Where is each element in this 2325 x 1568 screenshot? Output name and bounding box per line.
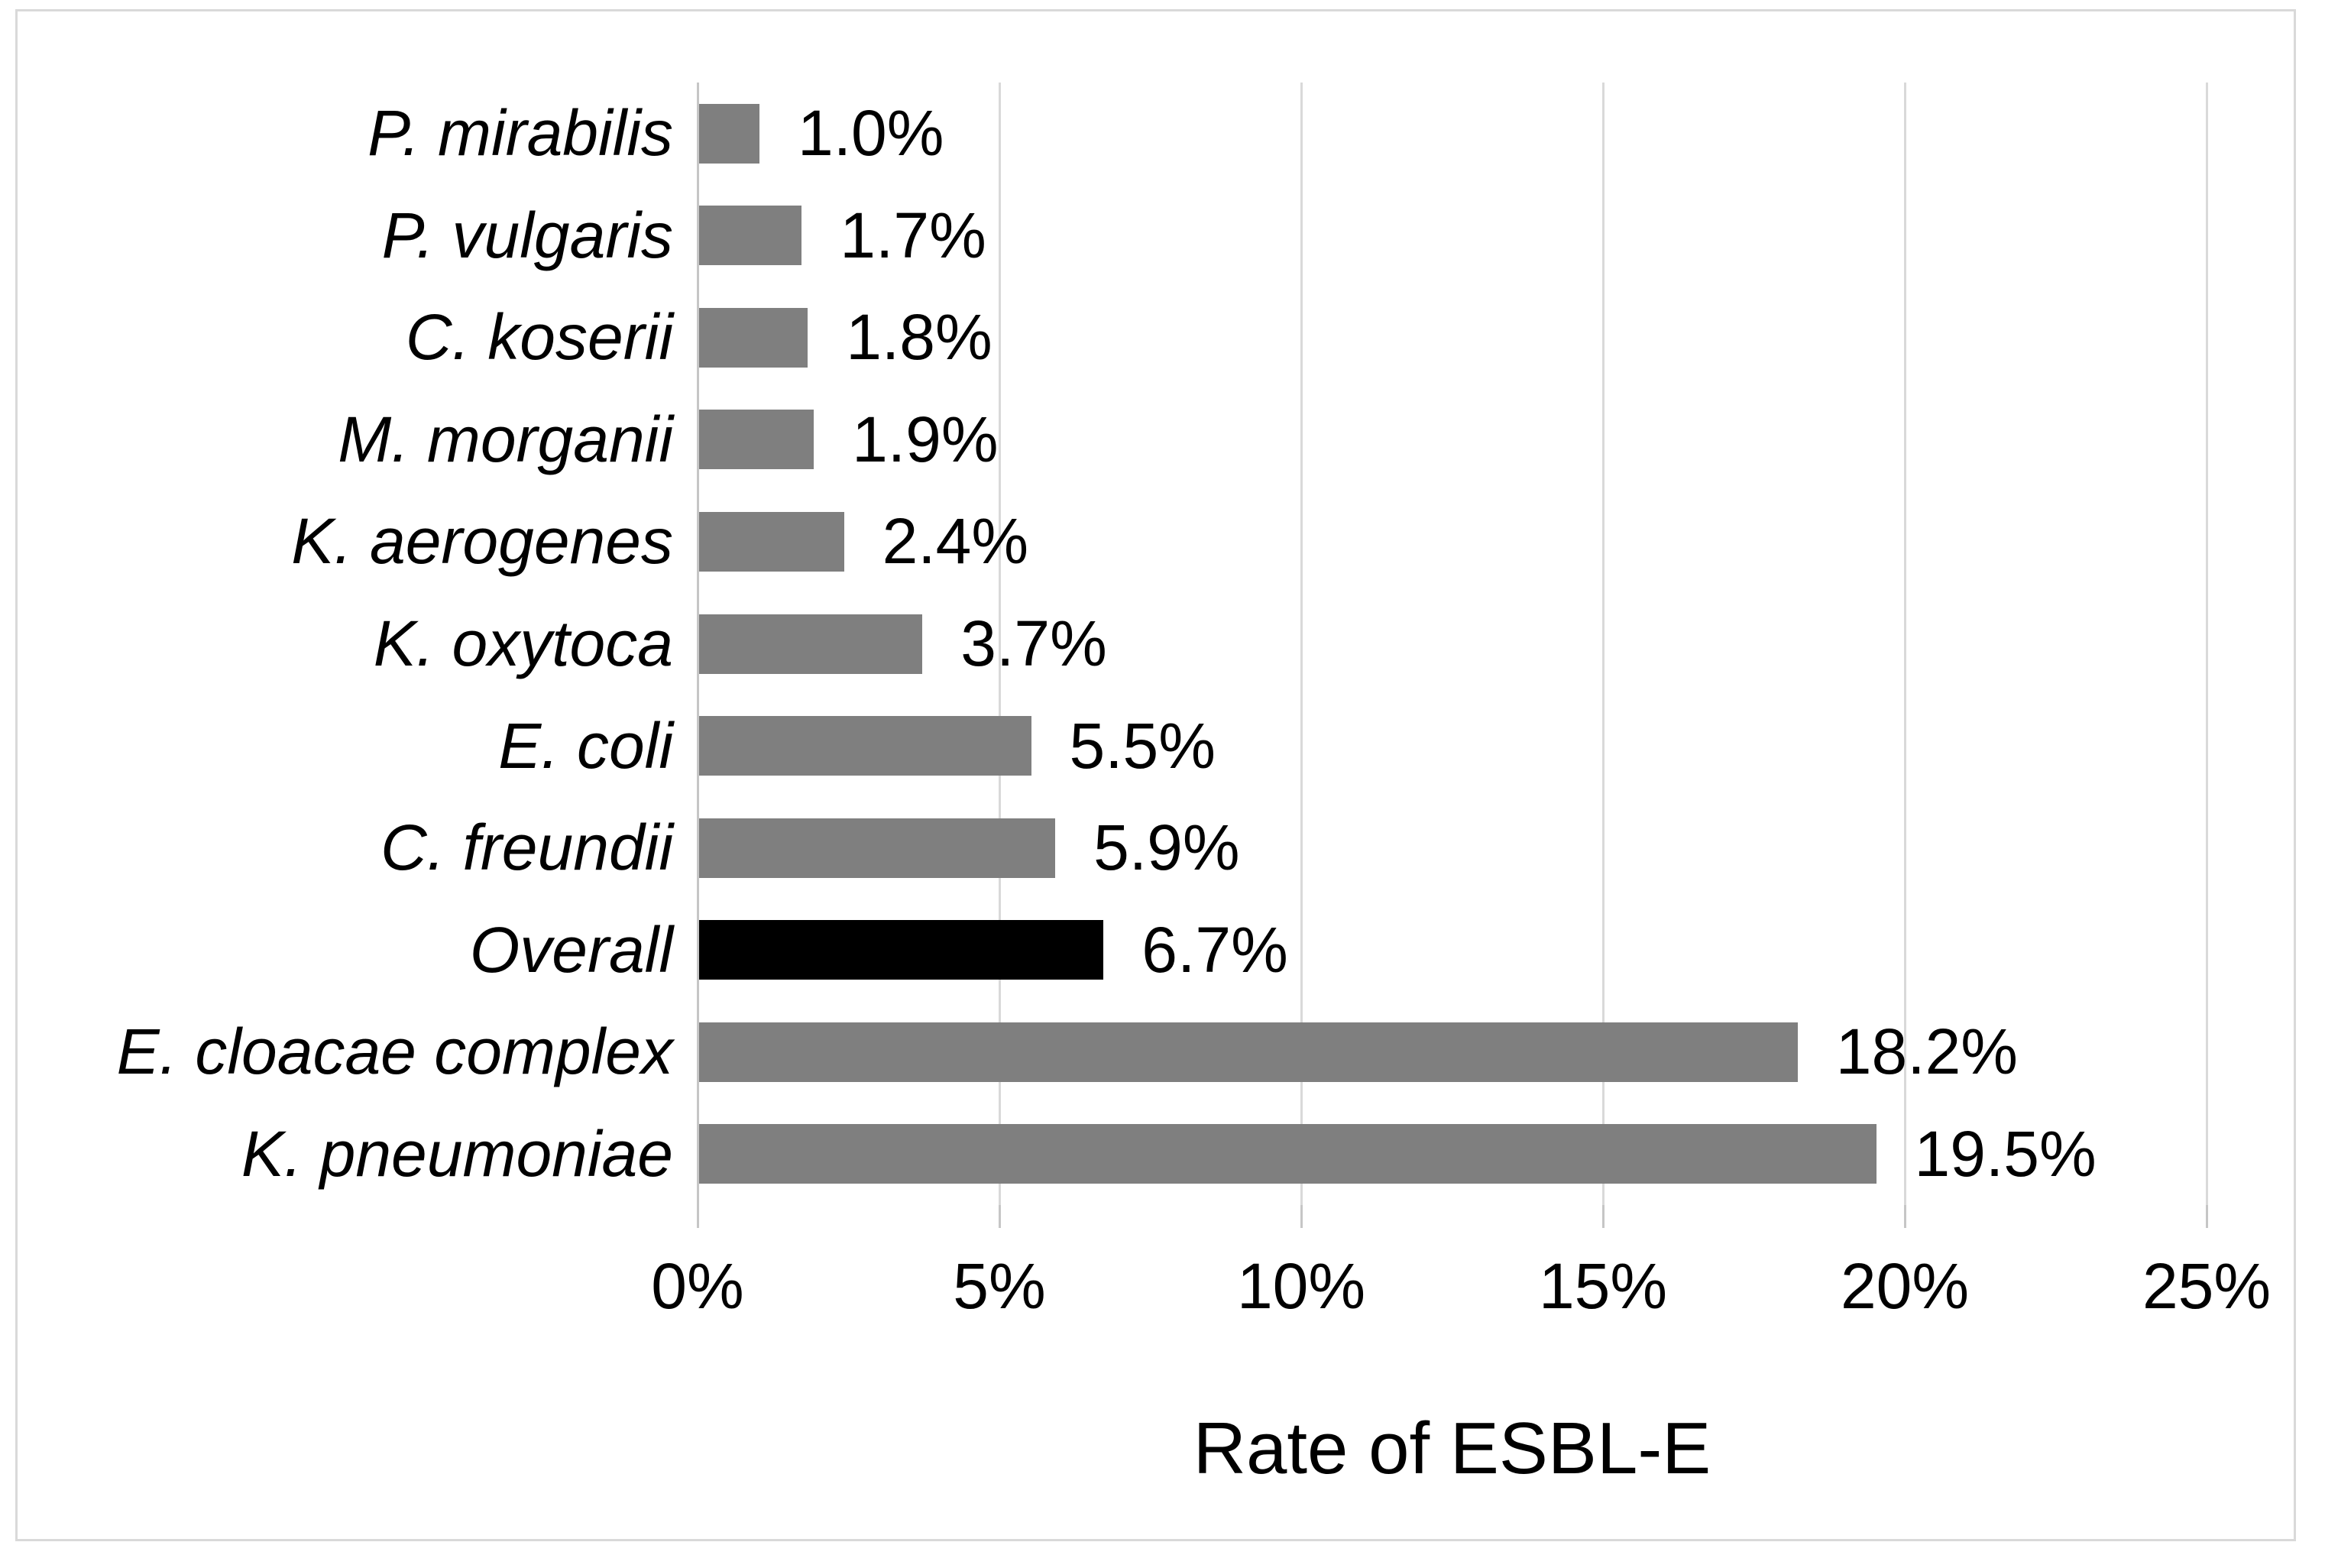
category-label: C. freundii bbox=[380, 812, 673, 884]
gridline bbox=[2206, 83, 2208, 1205]
category-label: P. vulgaris bbox=[381, 199, 673, 271]
value-label: 1.0% bbox=[798, 97, 944, 170]
category-label: M. morganii bbox=[338, 403, 673, 475]
axis-tick bbox=[1904, 1205, 1906, 1228]
x-tick-label: 5% bbox=[953, 1250, 1046, 1322]
category-label: P. mirabilis bbox=[368, 97, 673, 170]
value-label: 6.7% bbox=[1141, 913, 1288, 986]
bar bbox=[699, 206, 802, 266]
x-tick-label: 15% bbox=[1538, 1250, 1668, 1322]
value-label: 3.7% bbox=[960, 607, 1107, 679]
gridline bbox=[1602, 83, 1605, 1205]
x-axis-title: Rate of ESBL-E bbox=[1193, 1408, 1711, 1489]
bar bbox=[699, 511, 844, 572]
value-label: 1.8% bbox=[846, 301, 992, 374]
bar bbox=[699, 1124, 1877, 1184]
gridline bbox=[999, 83, 1001, 1205]
x-tick-label: 10% bbox=[1236, 1250, 1366, 1322]
value-label: 5.9% bbox=[1093, 812, 1240, 884]
value-label: 5.5% bbox=[1069, 709, 1216, 782]
chart-figure: 0% 5% 10% 15% 20% 25% P. mirabilis 1.0% P. vulga… bbox=[15, 9, 2296, 1541]
gridline bbox=[1904, 83, 1906, 1205]
category-label: K. pneumoniae bbox=[241, 1117, 673, 1190]
value-label: 1.7% bbox=[840, 199, 986, 271]
axis-tick bbox=[1300, 1205, 1303, 1228]
bar-highlighted bbox=[699, 920, 1104, 980]
bar bbox=[699, 1022, 1798, 1082]
bar bbox=[699, 103, 759, 164]
x-tick-label: 20% bbox=[1840, 1250, 1970, 1322]
axis-tick bbox=[2206, 1205, 2208, 1228]
axis-tick bbox=[999, 1205, 1001, 1228]
x-tick-label: 0% bbox=[651, 1250, 744, 1322]
x-tick-label: 25% bbox=[2142, 1250, 2272, 1322]
bar bbox=[699, 716, 1031, 776]
value-label: 18.2% bbox=[1835, 1016, 2018, 1088]
bar bbox=[699, 614, 923, 674]
category-label: C. koserii bbox=[405, 301, 673, 374]
category-label: Overall bbox=[469, 913, 673, 986]
value-axis-line bbox=[697, 83, 699, 1205]
category-label: E. coli bbox=[498, 709, 673, 782]
value-label: 2.4% bbox=[882, 505, 1029, 578]
bar bbox=[699, 818, 1056, 878]
bar bbox=[699, 410, 814, 470]
gridline bbox=[1300, 83, 1303, 1205]
bar bbox=[699, 307, 808, 368]
category-label: E. cloacae complex bbox=[116, 1016, 673, 1088]
value-label: 1.9% bbox=[852, 403, 999, 475]
axis-tick bbox=[697, 1205, 699, 1228]
axis-tick bbox=[1602, 1205, 1605, 1228]
category-label: K. aerogenes bbox=[291, 505, 673, 578]
value-label: 19.5% bbox=[1914, 1117, 2097, 1190]
category-label: K. oxytoca bbox=[373, 607, 673, 679]
